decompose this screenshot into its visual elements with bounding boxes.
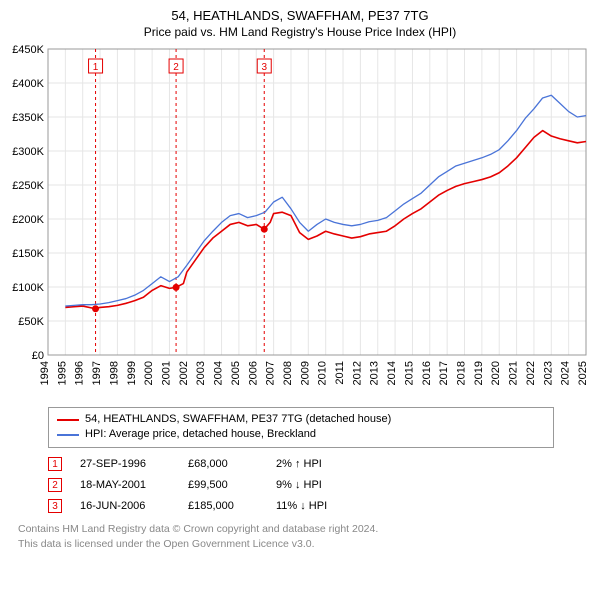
svg-text:1999: 1999 [126, 361, 138, 385]
svg-text:2006: 2006 [247, 361, 259, 385]
svg-text:1994: 1994 [39, 361, 51, 385]
svg-text:2024: 2024 [560, 361, 572, 385]
svg-text:2005: 2005 [230, 361, 242, 385]
svg-text:£100K: £100K [12, 282, 44, 294]
event-date: 18-MAY-2001 [80, 475, 170, 496]
svg-text:£300K: £300K [12, 146, 44, 158]
svg-text:2017: 2017 [438, 361, 450, 385]
svg-text:2009: 2009 [299, 361, 311, 385]
event-marker: 2 [48, 478, 62, 492]
chart-subtitle: Price paid vs. HM Land Registry's House … [6, 25, 594, 39]
svg-text:2023: 2023 [542, 361, 554, 385]
svg-text:2000: 2000 [143, 361, 155, 385]
event-date: 16-JUN-2006 [80, 496, 170, 517]
price-chart: £0 £50K £100K £150K £200K £250K £300K £350K £400… [6, 43, 594, 403]
event-row: 3 16-JUN-2006 £185,000 11% ↓ HPI [48, 496, 554, 517]
svg-text:2001: 2001 [160, 361, 172, 385]
event-row: 1 27-SEP-1996 £68,000 2% ↑ HPI [48, 454, 554, 475]
event-delta: 2% ↑ HPI [276, 454, 322, 475]
chart-title: 54, HEATHLANDS, SWAFFHAM, PE37 7TG [6, 8, 594, 23]
svg-text:2004: 2004 [213, 361, 225, 385]
svg-text:3: 3 [261, 62, 267, 73]
event-price: £68,000 [188, 454, 258, 475]
svg-text:£150K: £150K [12, 248, 44, 260]
svg-text:1995: 1995 [56, 361, 68, 385]
svg-text:2014: 2014 [386, 361, 398, 385]
event-marker: 3 [48, 499, 62, 513]
svg-text:2010: 2010 [317, 361, 329, 385]
svg-text:1997: 1997 [91, 361, 103, 385]
svg-text:2022: 2022 [525, 361, 537, 385]
svg-text:2019: 2019 [473, 361, 485, 385]
svg-text:2003: 2003 [195, 361, 207, 385]
legend-item: HPI: Average price, detached house, Brec… [57, 427, 545, 442]
event-price: £185,000 [188, 496, 258, 517]
svg-text:£250K: £250K [12, 180, 44, 192]
event-delta: 9% ↓ HPI [276, 475, 322, 496]
chart-container: £0 £50K £100K £150K £200K £250K £300K £350K £400… [6, 43, 594, 403]
svg-text:2002: 2002 [178, 361, 190, 385]
svg-text:2012: 2012 [351, 361, 363, 385]
footer-line-2: This data is licensed under the Open Gov… [18, 537, 582, 551]
legend-swatch [57, 434, 79, 436]
svg-text:2: 2 [173, 62, 179, 73]
svg-text:£350K: £350K [12, 112, 44, 124]
attribution-footer: Contains HM Land Registry data © Crown c… [18, 522, 582, 550]
svg-text:2021: 2021 [508, 361, 520, 385]
legend-label: HPI: Average price, detached house, Brec… [85, 427, 316, 442]
event-row: 2 18-MAY-2001 £99,500 9% ↓ HPI [48, 475, 554, 496]
svg-text:£50K: £50K [18, 316, 44, 328]
svg-text:2020: 2020 [490, 361, 502, 385]
svg-text:2013: 2013 [369, 361, 381, 385]
svg-text:£400K: £400K [12, 78, 44, 90]
legend-swatch [57, 419, 79, 421]
svg-text:2025: 2025 [577, 361, 589, 385]
svg-text:2011: 2011 [334, 361, 346, 385]
svg-text:£450K: £450K [12, 44, 44, 56]
svg-text:2008: 2008 [282, 361, 294, 385]
event-price: £99,500 [188, 475, 258, 496]
svg-text:2016: 2016 [421, 361, 433, 385]
event-date: 27-SEP-1996 [80, 454, 170, 475]
svg-text:2015: 2015 [403, 361, 415, 385]
svg-text:2018: 2018 [456, 361, 468, 385]
legend-label: 54, HEATHLANDS, SWAFFHAM, PE37 7TG (deta… [85, 412, 391, 427]
event-delta: 11% ↓ HPI [276, 496, 327, 517]
svg-text:£0: £0 [32, 350, 44, 362]
events-table: 1 27-SEP-1996 £68,000 2% ↑ HPI 2 18-MAY-2001 £… [48, 454, 554, 517]
footer-line-1: Contains HM Land Registry data © Crown c… [18, 522, 582, 536]
event-marker: 1 [48, 457, 62, 471]
legend-item: 54, HEATHLANDS, SWAFFHAM, PE37 7TG (deta… [57, 412, 545, 427]
svg-text:1: 1 [93, 62, 99, 73]
svg-text:1998: 1998 [108, 361, 120, 385]
legend: 54, HEATHLANDS, SWAFFHAM, PE37 7TG (deta… [48, 407, 554, 448]
svg-text:2007: 2007 [265, 361, 277, 385]
svg-text:1996: 1996 [74, 361, 86, 385]
svg-text:£200K: £200K [12, 214, 44, 226]
